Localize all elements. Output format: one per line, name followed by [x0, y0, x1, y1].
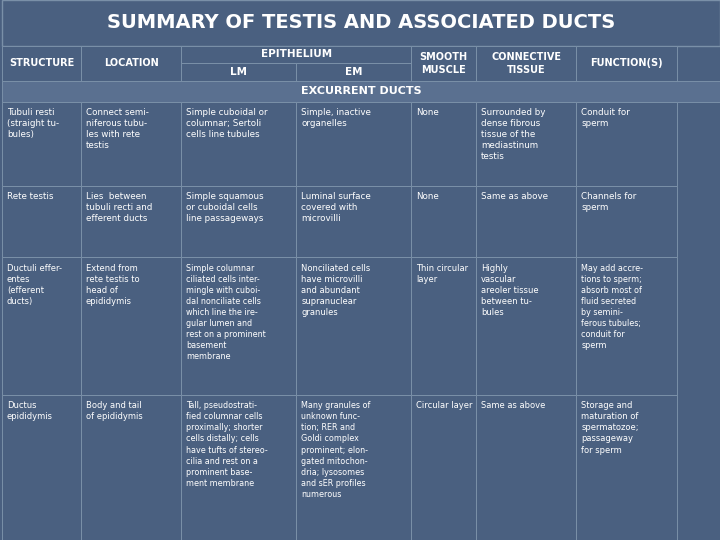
Text: Rete testis: Rete testis	[7, 192, 53, 201]
Text: Highly
vascular
areoler tissue
between tu-
bules: Highly vascular areoler tissue between t…	[481, 264, 539, 317]
FancyBboxPatch shape	[476, 46, 577, 81]
Text: EXCURRENT DUCTS: EXCURRENT DUCTS	[301, 86, 421, 96]
FancyBboxPatch shape	[297, 102, 411, 186]
Text: Connect semi-
niferous tubu-
les with rete
testis: Connect semi- niferous tubu- les with re…	[86, 108, 149, 150]
Text: Extend from
rete testis to
head of
epididymis: Extend from rete testis to head of epidi…	[86, 264, 140, 306]
FancyBboxPatch shape	[181, 46, 411, 63]
FancyBboxPatch shape	[411, 257, 476, 395]
Text: Tall, pseudostrati-
fied columnar cells
proximally; shorter
cells distally; cell: Tall, pseudostrati- fied columnar cells …	[186, 401, 269, 488]
FancyBboxPatch shape	[81, 395, 181, 540]
FancyBboxPatch shape	[577, 257, 677, 395]
FancyBboxPatch shape	[181, 257, 297, 395]
FancyBboxPatch shape	[81, 257, 181, 395]
Text: Simple squamous
or cuboidal cells
line passageways: Simple squamous or cuboidal cells line p…	[186, 192, 264, 224]
Text: Luminal surface
covered with
microvilli: Luminal surface covered with microvilli	[302, 192, 371, 224]
Text: Lies  between
tubuli recti and
efferent ducts: Lies between tubuli recti and efferent d…	[86, 192, 153, 224]
Text: CONNECTIVE
TISSUE: CONNECTIVE TISSUE	[491, 52, 561, 75]
FancyBboxPatch shape	[476, 186, 577, 257]
Text: Ductus
epididymis: Ductus epididymis	[7, 401, 53, 421]
Text: Surrounded by
dense fibrous
tissue of the
mediastinum
testis: Surrounded by dense fibrous tissue of th…	[481, 108, 545, 161]
FancyBboxPatch shape	[2, 0, 720, 46]
Text: EM: EM	[345, 67, 363, 77]
FancyBboxPatch shape	[297, 63, 411, 81]
Text: Same as above: Same as above	[481, 401, 545, 410]
Text: LM: LM	[230, 67, 248, 77]
FancyBboxPatch shape	[181, 63, 297, 81]
Text: None: None	[416, 192, 439, 201]
Text: Simple columnar
ciliated cells inter-
mingle with cuboi-
dal nonciliate cells
wh: Simple columnar ciliated cells inter- mi…	[186, 264, 266, 361]
Text: Ductuli effer-
entes
(efferent
ducts): Ductuli effer- entes (efferent ducts)	[7, 264, 62, 306]
FancyBboxPatch shape	[411, 102, 476, 186]
Text: Tubuli resti
(straight tu-
bules): Tubuli resti (straight tu- bules)	[7, 108, 59, 139]
Text: EPITHELIUM: EPITHELIUM	[261, 49, 332, 59]
FancyBboxPatch shape	[181, 102, 297, 186]
FancyBboxPatch shape	[297, 186, 411, 257]
Text: SUMMARY OF TESTIS AND ASSOCIATED DUCTS: SUMMARY OF TESTIS AND ASSOCIATED DUCTS	[107, 14, 615, 32]
FancyBboxPatch shape	[81, 186, 181, 257]
Text: Channels for
sperm: Channels for sperm	[582, 192, 636, 212]
Text: Same as above: Same as above	[481, 192, 548, 201]
Text: Circular layer: Circular layer	[416, 401, 473, 410]
Text: May add accre-
tions to sperm;
absorb most of
fluid secreted
by semini-
ferous t: May add accre- tions to sperm; absorb mo…	[582, 264, 644, 350]
FancyBboxPatch shape	[181, 186, 297, 257]
FancyBboxPatch shape	[411, 186, 476, 257]
FancyBboxPatch shape	[577, 186, 677, 257]
Text: Simple cuboidal or
columnar; Sertoli
cells line tubules: Simple cuboidal or columnar; Sertoli cel…	[186, 108, 268, 139]
Text: Thin circular
layer: Thin circular layer	[416, 264, 469, 284]
FancyBboxPatch shape	[411, 395, 476, 540]
FancyBboxPatch shape	[181, 395, 297, 540]
FancyBboxPatch shape	[577, 395, 677, 540]
FancyBboxPatch shape	[476, 102, 577, 186]
Text: LOCATION: LOCATION	[104, 58, 158, 69]
Text: None: None	[416, 108, 439, 117]
FancyBboxPatch shape	[2, 257, 81, 395]
FancyBboxPatch shape	[297, 395, 411, 540]
FancyBboxPatch shape	[577, 46, 677, 81]
Text: Many granules of
unknown func-
tion; RER and
Goldi complex
prominent; elon-
gate: Many granules of unknown func- tion; RER…	[302, 401, 371, 499]
Text: STRUCTURE: STRUCTURE	[9, 58, 74, 69]
FancyBboxPatch shape	[2, 81, 720, 102]
FancyBboxPatch shape	[2, 102, 81, 186]
FancyBboxPatch shape	[81, 102, 181, 186]
Text: Simple, inactive
organelles: Simple, inactive organelles	[302, 108, 372, 128]
Text: SMOOTH
MUSCLE: SMOOTH MUSCLE	[420, 52, 467, 75]
Text: Storage and
maturation of
spermatozoe;
passageway
for sperm: Storage and maturation of spermatozoe; p…	[582, 401, 639, 455]
FancyBboxPatch shape	[577, 102, 677, 186]
Text: FUNCTION(S): FUNCTION(S)	[590, 58, 663, 69]
FancyBboxPatch shape	[2, 395, 81, 540]
FancyBboxPatch shape	[2, 186, 81, 257]
Text: Conduit for
sperm: Conduit for sperm	[582, 108, 630, 128]
Text: Body and tail
of epididymis: Body and tail of epididymis	[86, 401, 143, 421]
FancyBboxPatch shape	[476, 257, 577, 395]
FancyBboxPatch shape	[2, 46, 81, 81]
FancyBboxPatch shape	[476, 395, 577, 540]
FancyBboxPatch shape	[81, 46, 181, 81]
FancyBboxPatch shape	[411, 46, 476, 81]
Text: Nonciliated cells
have microvilli
and abundant
supranuclear
granules: Nonciliated cells have microvilli and ab…	[302, 264, 371, 317]
FancyBboxPatch shape	[297, 257, 411, 395]
